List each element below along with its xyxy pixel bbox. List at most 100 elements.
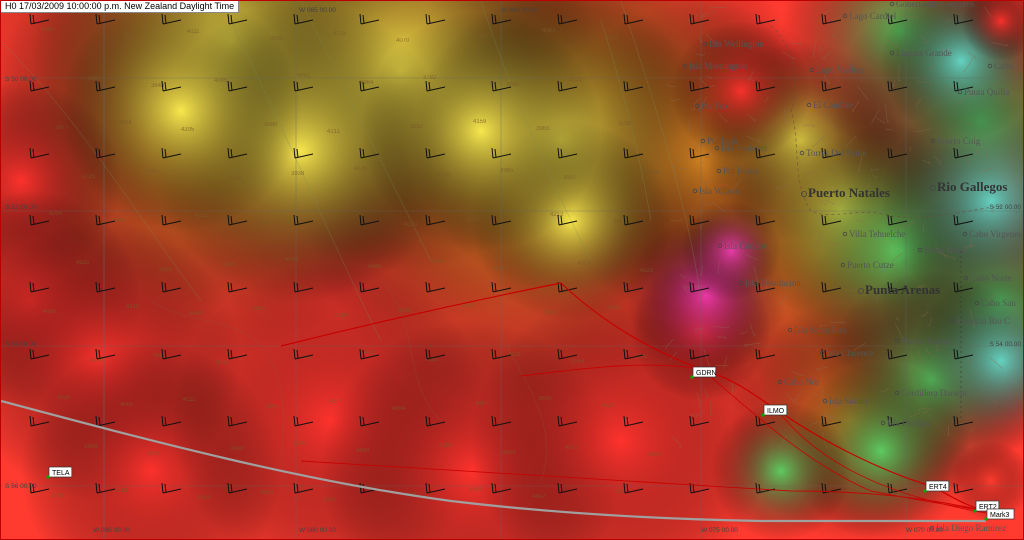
place-label: Pta Brava bbox=[723, 166, 758, 176]
depth-sounding: 4215 bbox=[126, 304, 140, 310]
waypoint-gdrn[interactable]: GDRN bbox=[690, 366, 717, 379]
depth-sounding: 4115 bbox=[333, 31, 347, 37]
coordinate-labels: W 065 00.00 W 060 00.00 W 085 00.00 W 080 0… bbox=[5, 7, 1021, 534]
place-marker bbox=[840, 262, 846, 268]
depth-sounding: 4650 bbox=[260, 490, 274, 496]
wind-barb bbox=[95, 281, 116, 293]
place-marker bbox=[842, 13, 848, 19]
place-label: Pta Fox bbox=[701, 101, 729, 111]
place-label: Isla Wilson bbox=[699, 186, 740, 196]
place-label: Torres Del Paine bbox=[806, 148, 866, 158]
depth-sounding: 3928 bbox=[270, 36, 284, 42]
depth-sounding: 4100 bbox=[90, 358, 104, 364]
place-marker bbox=[889, 1, 895, 7]
wind-barb bbox=[491, 80, 512, 92]
wind-barb bbox=[557, 147, 578, 159]
waypoint-ert4[interactable]: ERT4 bbox=[923, 480, 950, 493]
waypoint-label: Mark3 bbox=[990, 512, 1010, 519]
depth-sounding: 3880 bbox=[264, 122, 278, 128]
wind-barb bbox=[623, 80, 644, 92]
wind-barb bbox=[755, 281, 776, 293]
latitude-label: S 54 00.00 bbox=[5, 341, 37, 348]
wind-barb bbox=[623, 13, 644, 25]
wind-barb bbox=[227, 214, 248, 226]
wind-barb bbox=[227, 415, 248, 427]
waypoint-ilmo[interactable]: ILMO bbox=[761, 404, 788, 417]
wind-barb bbox=[557, 214, 578, 226]
place-label: Gobernador Gregores bbox=[896, 1, 975, 9]
wind-barb bbox=[29, 80, 50, 92]
wind-barb bbox=[689, 482, 710, 494]
place-label: Pta Baja bbox=[707, 136, 737, 146]
wind-barb bbox=[95, 482, 116, 494]
place-marker bbox=[714, 145, 720, 151]
depth-sounding: 4323 bbox=[640, 268, 654, 274]
depth-sounding: 4525 bbox=[76, 260, 90, 266]
wind-barb bbox=[821, 147, 842, 159]
boat-track-alt bbox=[300, 364, 987, 514]
depth-sounding: 4202 bbox=[634, 354, 648, 360]
waypoint-mark3[interactable]: Mark3 bbox=[984, 508, 1015, 521]
longitude-label: W 060 00.00 bbox=[501, 7, 538, 14]
wind-barb bbox=[953, 214, 974, 226]
wind-barb bbox=[425, 147, 446, 159]
depth-sounding: 4576 bbox=[329, 399, 343, 405]
place-label: Cabo San bbox=[981, 298, 1016, 308]
wind-barb bbox=[359, 214, 380, 226]
place-label: Punta Quilla bbox=[964, 87, 1009, 97]
wind-barb bbox=[161, 482, 182, 494]
place-marker bbox=[894, 338, 900, 344]
depth-sounding: 3688 bbox=[506, 82, 520, 88]
depth-sounding: 4005 bbox=[214, 78, 228, 84]
wind-barb bbox=[887, 281, 908, 293]
depth-sounding: 4001 bbox=[120, 402, 134, 408]
depth-sounding: 3848 bbox=[151, 83, 165, 89]
wind-barb bbox=[623, 482, 644, 494]
place-marker bbox=[929, 525, 935, 531]
depth-sounding: 3877 bbox=[55, 125, 69, 131]
place-label: Cabo Norte bbox=[970, 273, 1012, 283]
wind-barb bbox=[29, 147, 50, 159]
place-marker bbox=[987, 63, 993, 69]
wind-barb bbox=[95, 214, 116, 226]
wind-barb bbox=[227, 13, 248, 25]
place-label: Estancia Rio C bbox=[956, 316, 1010, 326]
depth-sounding: 4520 bbox=[601, 403, 615, 409]
place-label: Isla Mornington bbox=[689, 61, 748, 71]
wind-barb bbox=[953, 147, 974, 159]
wind-barb bbox=[491, 348, 512, 360]
depth-sounding: 4290 bbox=[222, 262, 236, 268]
place-marker bbox=[822, 398, 828, 404]
place-marker bbox=[930, 184, 937, 191]
wind-barb bbox=[293, 348, 314, 360]
longitude-label: W 070 00.00 bbox=[906, 527, 943, 534]
wind-barb bbox=[491, 482, 512, 494]
depth-sounding: 4217 bbox=[577, 261, 591, 267]
waypoint-tela[interactable]: TELA bbox=[46, 466, 73, 479]
depth-sounding: 3938 bbox=[291, 171, 305, 177]
place-marker bbox=[819, 350, 825, 356]
wind-barb bbox=[293, 13, 314, 25]
depth-sounding: 4261 bbox=[425, 357, 439, 363]
depth-sounding: 3805 bbox=[538, 396, 552, 402]
wind-barb bbox=[95, 348, 116, 360]
depth-sounding: 4111 bbox=[216, 360, 229, 366]
wind-barb bbox=[359, 415, 380, 427]
place-label: Laguna Grande bbox=[896, 48, 952, 58]
depth-soundings: 4380 4273 4111 3928 4115 4070 3870 4087 4107 3840… bbox=[41, 27, 662, 503]
wind-barb bbox=[557, 415, 578, 427]
place-label: Lago Viedma bbox=[816, 65, 865, 75]
place-marker bbox=[962, 231, 968, 237]
depth-sounding: 4124 bbox=[632, 84, 646, 90]
wind-barb bbox=[227, 147, 248, 159]
latitude-label: S 54 00.00 bbox=[990, 341, 1022, 348]
place-marker bbox=[858, 287, 865, 294]
place-marker bbox=[930, 138, 936, 144]
wind-barb bbox=[95, 415, 116, 427]
depth-sounding: 3981 bbox=[153, 353, 167, 359]
depth-sounding: 4594 bbox=[392, 406, 406, 412]
wind-barb bbox=[887, 348, 908, 360]
